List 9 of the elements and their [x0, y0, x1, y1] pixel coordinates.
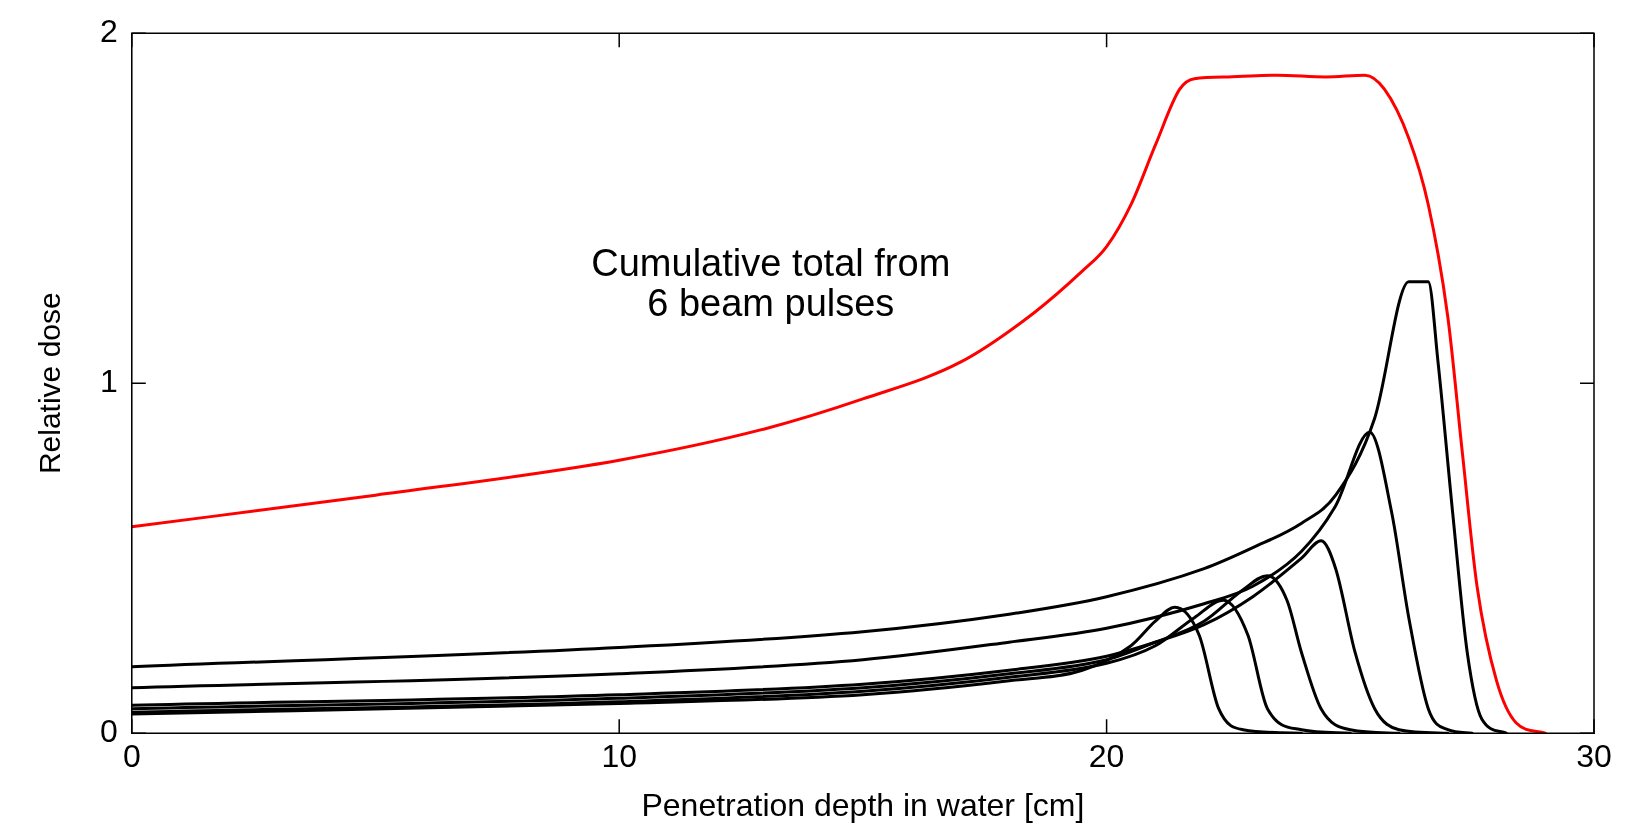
- annotation: Cumulative total from 6 beam pulses: [591, 241, 951, 324]
- y-tick-label: 1: [100, 363, 118, 400]
- x-tick-label: 10: [601, 738, 637, 775]
- y-tick-label: 2: [100, 13, 118, 50]
- x-axis-title: Penetration depth in water [cm]: [641, 786, 1085, 823]
- x-tick-label: 30: [1576, 738, 1612, 775]
- x-tick-label: 20: [1088, 738, 1125, 775]
- y-axis-title: Relative dose: [33, 292, 67, 475]
- y-tick-label: 0: [100, 713, 118, 750]
